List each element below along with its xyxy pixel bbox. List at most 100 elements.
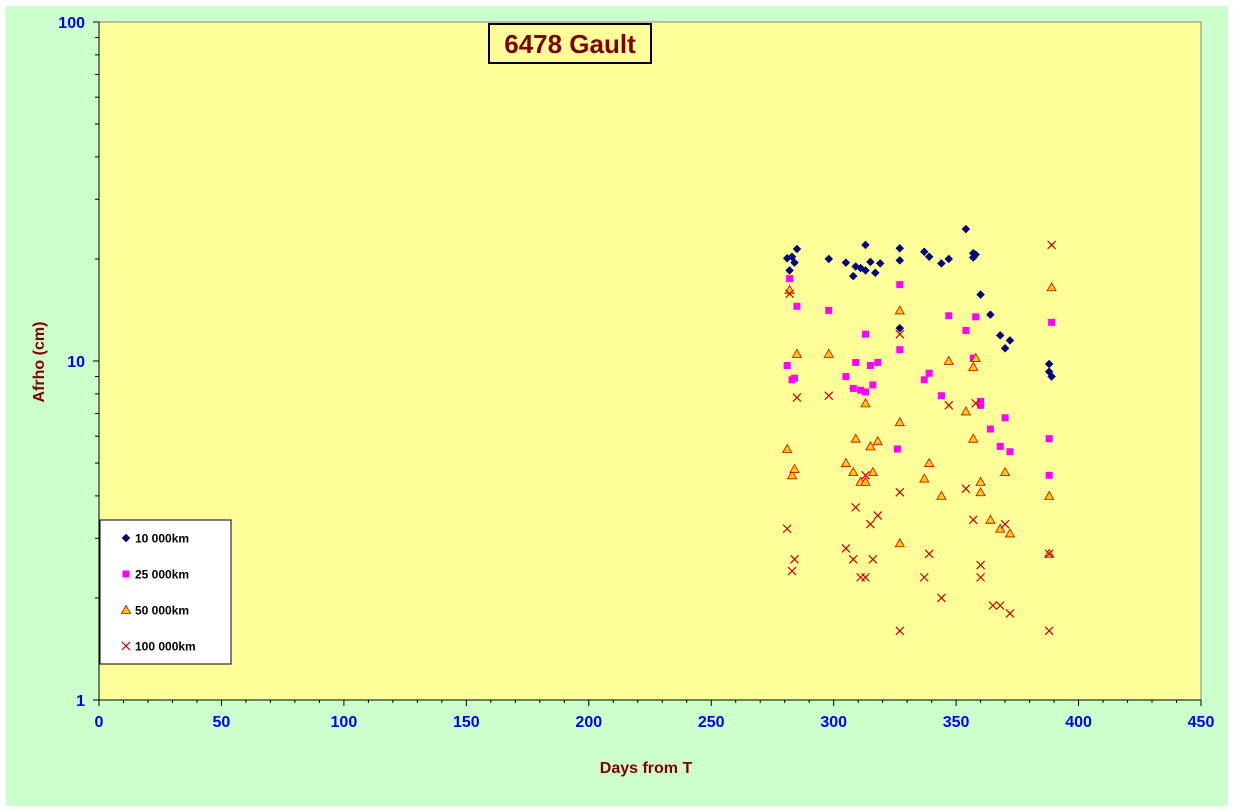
data-point [861, 266, 870, 275]
data-point [874, 358, 882, 366]
y-tick-label: 10 [67, 354, 85, 371]
y-tick-label: 1 [76, 693, 85, 710]
data-point [936, 490, 947, 500]
data-point [999, 466, 1011, 477]
data-point [842, 373, 850, 381]
legend-label: 10 000km [135, 532, 189, 546]
chart-title-frame [488, 23, 652, 64]
data-point [1000, 519, 1010, 529]
data-point [857, 386, 865, 394]
data-point [944, 254, 954, 264]
data-point [841, 543, 851, 553]
data-point [848, 466, 859, 477]
data-point [977, 397, 985, 405]
data-point [866, 361, 874, 369]
series-1 [782, 224, 1056, 381]
data-point [790, 554, 799, 564]
data-point [896, 346, 904, 354]
data-point [1045, 435, 1053, 443]
x-tick-label: 300 [820, 714, 847, 731]
data-point [1045, 471, 1053, 479]
y-tick-label: 100 [58, 15, 85, 32]
data-point [860, 476, 871, 486]
data-point [970, 352, 981, 362]
data-point [824, 391, 834, 401]
data-point [1047, 240, 1057, 250]
data-point [1005, 609, 1015, 618]
data-point [852, 358, 860, 366]
data-point [861, 240, 870, 250]
legend-label: 50 000km [135, 604, 189, 618]
data-point [792, 393, 802, 403]
data-point [945, 312, 953, 320]
data-point [851, 502, 861, 512]
data-point [865, 441, 876, 451]
data-point [895, 256, 905, 265]
data-point [848, 554, 858, 564]
data-point [895, 329, 905, 339]
data-point [976, 572, 986, 582]
data-point [1004, 528, 1016, 538]
data-point [785, 266, 794, 275]
data-point [893, 445, 901, 453]
data-point [1006, 448, 1014, 456]
data-point [781, 443, 793, 453]
data-point [920, 376, 928, 384]
data-point [924, 549, 934, 559]
data-point [977, 401, 985, 409]
legend-label: 25 000km [135, 568, 189, 582]
legend-box [99, 519, 232, 665]
data-point [862, 388, 870, 396]
data-point [895, 626, 905, 636]
x-tick-label: 100 [331, 714, 358, 731]
data-point [919, 247, 929, 257]
data-point [873, 511, 883, 520]
data-point [937, 259, 946, 268]
data-point [894, 305, 905, 315]
data-point [986, 310, 995, 320]
data-point [968, 361, 979, 371]
data-point [985, 514, 996, 524]
data-point [785, 289, 795, 299]
data-points [781, 224, 1057, 636]
data-point [986, 425, 994, 433]
data-point [895, 323, 905, 333]
data-point [787, 566, 797, 576]
data-point [971, 398, 981, 408]
data-point [923, 457, 935, 467]
data-point [825, 306, 833, 314]
data-point [961, 224, 971, 234]
data-point [894, 537, 905, 548]
data-point [867, 466, 879, 477]
x-tick-label: 250 [698, 714, 725, 731]
data-point [791, 348, 803, 358]
data-point [962, 327, 970, 335]
data-point [1000, 343, 1010, 353]
data-point [849, 384, 857, 392]
data-point [861, 470, 870, 480]
data-point [865, 519, 875, 529]
data-point [894, 416, 905, 427]
data-point [925, 369, 933, 377]
chart-title: 6478 Gault [504, 29, 636, 59]
data-point [895, 243, 905, 253]
series-4 [782, 240, 1057, 636]
data-point [976, 560, 986, 570]
data-point [968, 433, 979, 443]
data-point [937, 392, 945, 400]
x-axis-title: Days from T [600, 760, 693, 777]
data-point [1046, 281, 1057, 292]
data-point [790, 258, 799, 268]
data-point [875, 259, 885, 268]
data-point [870, 268, 880, 278]
legend: 10 000km 25 000km 50 000km 100 000km [99, 519, 232, 665]
data-point [841, 258, 851, 268]
data-point [823, 348, 834, 358]
legend-label: 100 000km [135, 640, 196, 654]
series-3 [781, 281, 1057, 558]
legend-marker [121, 533, 131, 543]
data-point [868, 554, 878, 564]
data-point [960, 406, 972, 416]
data-point [972, 313, 980, 321]
